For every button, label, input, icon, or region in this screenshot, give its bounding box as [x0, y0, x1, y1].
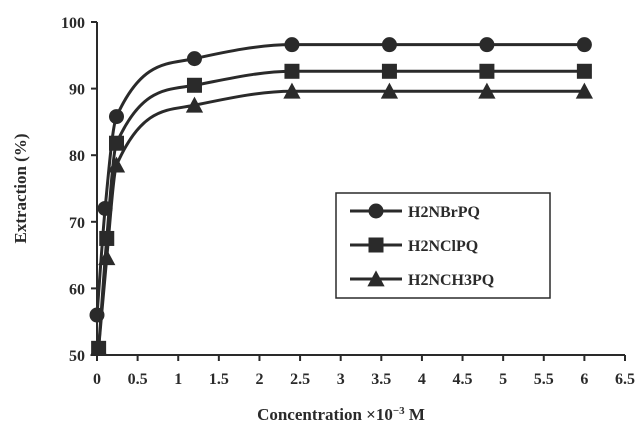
data-point — [107, 156, 126, 173]
series-H2NClPQ — [91, 63, 592, 356]
data-point — [186, 77, 202, 93]
y-tick-label: 90 — [69, 82, 85, 99]
x-axis-label-text: Concentration ×10 — [257, 405, 393, 424]
data-point — [576, 63, 592, 79]
data-point — [186, 51, 202, 67]
x-tick-label: 4 — [418, 371, 426, 388]
legend: H2NBrPQ H2NClPQ H2NCH3PQ — [335, 192, 551, 299]
y-tick-label: 70 — [69, 215, 85, 232]
data-point — [284, 37, 300, 53]
data-point — [479, 63, 495, 79]
data-point — [108, 109, 124, 125]
x-tick-label: 3 — [337, 371, 345, 388]
y-tick-label: 80 — [69, 148, 85, 165]
data-point — [479, 37, 495, 53]
x-tick-label: 3.5 — [371, 371, 391, 388]
data-point — [284, 63, 300, 79]
data-point — [381, 37, 397, 53]
legend-label: H2NCH3PQ — [408, 272, 494, 289]
legend-entry: H2NBrPQ — [350, 203, 480, 221]
x-tick-label: 0 — [93, 371, 101, 388]
y-axis-label: Extraction (%) — [11, 133, 30, 243]
x-tick-label: 4.5 — [453, 371, 473, 388]
y-tick-label: 60 — [69, 281, 85, 298]
series-layer — [89, 37, 594, 356]
x-tick-label: 1.5 — [209, 371, 229, 388]
x-tick-label: 6.5 — [615, 371, 635, 388]
data-point — [478, 82, 496, 99]
x-tick-label: 5.5 — [534, 371, 554, 388]
data-point — [283, 82, 301, 99]
series-H2NCH3PQ — [89, 82, 594, 356]
y-ticks: 50 60 70 80 90 100 — [61, 15, 97, 365]
x-tick-label: 5 — [499, 371, 507, 388]
data-point — [98, 249, 116, 266]
data-point — [576, 37, 592, 53]
x-ticks: 0 0.5 1 1.5 2 2.5 3 3.5 4 4.5 5 5.5 6 6.5 — [93, 355, 635, 388]
x-axis-label-unit: M — [405, 405, 425, 424]
legend-marker — [368, 203, 384, 219]
data-point — [381, 63, 397, 79]
data-point — [89, 339, 108, 356]
x-tick-label: 2 — [255, 371, 263, 388]
x-tick-label: 6 — [580, 371, 588, 388]
legend-label: H2NBrPQ — [408, 204, 480, 221]
data-point — [108, 135, 124, 151]
x-tick-label: 0.5 — [128, 371, 148, 388]
x-tick-label: 2.5 — [290, 371, 310, 388]
x-tick-label: 1 — [174, 371, 182, 388]
x-axis-label-exponent: −3 — [393, 405, 405, 417]
legend-marker — [368, 237, 384, 253]
data-point — [99, 230, 115, 246]
legend-marker — [367, 270, 385, 287]
data-point — [185, 96, 204, 113]
legend-entry: H2NClPQ — [350, 237, 478, 255]
data-point — [575, 82, 594, 99]
legend-entry: H2NCH3PQ — [350, 270, 494, 289]
x-axis-label: Concentration ×10−3 M — [257, 405, 425, 424]
data-point — [380, 82, 399, 99]
series-H2NBrPQ — [89, 37, 592, 323]
series-line — [97, 89, 585, 349]
legend-label: H2NClPQ — [408, 238, 478, 255]
y-tick-label: 100 — [61, 15, 85, 32]
y-tick-label: 50 — [69, 348, 85, 365]
